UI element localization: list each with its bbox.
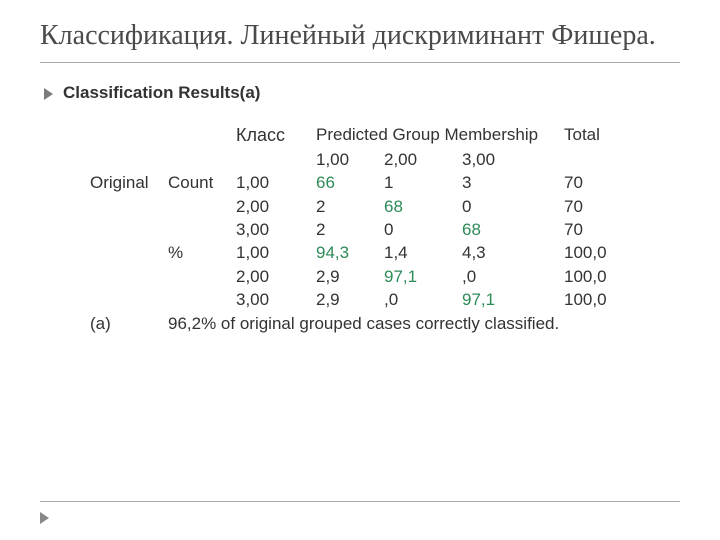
table-row: 2,00268070 [90,195,618,218]
cell: 2,9 [316,265,384,288]
cell: ,0 [462,265,564,288]
cell: 0 [384,218,462,241]
col-pgm: Predicted Group Membership [316,123,564,148]
header-row-2: 1,00 2,00 3,00 [90,148,618,171]
cell: 3 [462,171,564,194]
pgm-sub-2: 2,00 [384,148,462,171]
corner-triangle-icon [40,512,49,524]
cell: 68 [462,218,564,241]
cell: 2,00 [236,195,316,218]
bullet-triangle-icon [44,88,53,100]
cell: Original [90,171,168,194]
footer-rule [40,501,680,502]
cell: 1,00 [236,171,316,194]
footnote-label: (a) [90,312,168,335]
cell: 97,1 [462,288,564,311]
cell [90,218,168,241]
page-title: Классификация. Линейный дискриминант Фиш… [40,18,680,63]
cell: % [168,241,236,264]
cell: ,0 [384,288,462,311]
table-row: OriginalCount1,00661370 [90,171,618,194]
col-total: Total [564,123,618,148]
cell [168,218,236,241]
pgm-sub-3: 3,00 [462,148,564,171]
classification-table: Класс Predicted Group Membership Total 1… [90,123,618,335]
cell: 70 [564,218,618,241]
cell: 2 [316,218,384,241]
cell: 68 [384,195,462,218]
header-row-1: Класс Predicted Group Membership Total [90,123,618,148]
cell: 3,00 [236,288,316,311]
cell: 100,0 [564,288,618,311]
cell: 1 [384,171,462,194]
footnote-row: (a) 96,2% of original grouped cases corr… [90,312,618,335]
table-row: 3,002,9,097,1100,0 [90,288,618,311]
cell: 94,3 [316,241,384,264]
cell: 2 [316,195,384,218]
cell [90,241,168,264]
footnote-text: 96,2% of original grouped cases correctl… [168,312,618,335]
col-klass: Класс [236,123,316,148]
cell: Count [168,171,236,194]
table-row: %1,0094,31,44,3100,0 [90,241,618,264]
cell [168,195,236,218]
cell: 0 [462,195,564,218]
table-wrapper: Класс Predicted Group Membership Total 1… [90,123,680,335]
cell: 66 [316,171,384,194]
table-row: 3,00206870 [90,218,618,241]
cell [90,195,168,218]
cell [90,265,168,288]
cell [168,288,236,311]
cell: 2,00 [236,265,316,288]
table-row: 2,002,997,1,0100,0 [90,265,618,288]
cell: 100,0 [564,241,618,264]
cell: 70 [564,171,618,194]
cell: 3,00 [236,218,316,241]
pgm-sub-1: 1,00 [316,148,384,171]
subhead-text: Classification Results(a) [63,83,260,103]
cell [168,265,236,288]
cell: 1,4 [384,241,462,264]
cell: 97,1 [384,265,462,288]
cell: 70 [564,195,618,218]
subhead-row: Classification Results(a) [44,83,680,103]
cell: 100,0 [564,265,618,288]
cell [90,288,168,311]
cell: 1,00 [236,241,316,264]
cell: 4,3 [462,241,564,264]
cell: 2,9 [316,288,384,311]
